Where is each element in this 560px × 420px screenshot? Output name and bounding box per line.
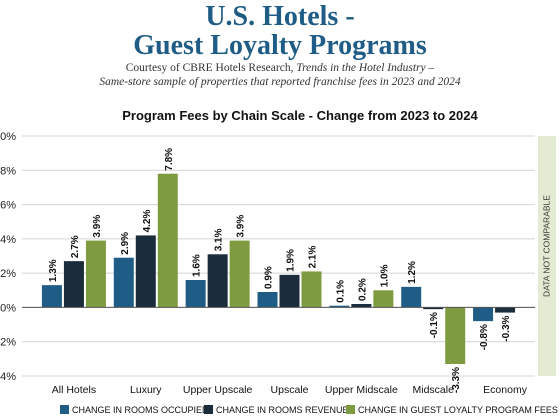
x-tick-label: Upscale xyxy=(271,384,309,396)
not-comparable-band: DATA NOT COMPARABLE xyxy=(538,136,556,376)
data-label: 3.1% xyxy=(214,228,225,251)
x-tick-label: Midscale xyxy=(412,384,454,396)
y-tick-label: 6% xyxy=(0,200,16,212)
page-title-line-1: U.S. Hotels - xyxy=(205,1,355,32)
x-tick-label: Upper Midscale xyxy=(325,384,398,396)
bar-all-hotels-s3 xyxy=(85,240,106,308)
y-tick-label: 4% xyxy=(0,234,16,246)
legend-swatch xyxy=(204,405,213,414)
data-label: 7.8% xyxy=(164,148,175,171)
bars: 1.3% 2.7% 3.9% 2.9% 4.2% 7.8% 1.6% 3.1% 3.9% 0.9%… xyxy=(41,148,516,393)
data-label: -3.3% xyxy=(451,367,462,393)
data-label: 0.9% xyxy=(264,266,275,289)
x-tick-label: Upper Upscale xyxy=(183,384,253,396)
data-label: 1.0% xyxy=(379,264,390,287)
bar-economy-s2 xyxy=(495,307,516,313)
bar-upper-upscale-s1 xyxy=(185,280,206,308)
legend-label: CHANGE IN ROOMS REVENUE xyxy=(216,405,349,415)
y-tick-label: -4% xyxy=(0,371,16,383)
credit-subtitle: Same-store sample of properties that rep… xyxy=(99,76,461,88)
data-label: -0.8% xyxy=(479,324,490,350)
data-label: 1.9% xyxy=(286,249,297,272)
y-tick-label: 2% xyxy=(0,268,16,280)
bar-luxury-s2 xyxy=(135,235,156,308)
bar-midscale-s3 xyxy=(445,307,466,364)
bar-upper-upscale-s2 xyxy=(207,254,228,308)
credit-suffix: – xyxy=(425,62,435,74)
y-tick-label: 0% xyxy=(0,302,16,314)
bar-upper-midscale-s1 xyxy=(329,305,350,308)
data-label: 1.3% xyxy=(48,259,59,282)
data-label: -0.3% xyxy=(501,315,512,341)
legend-label: CHANGE IN ROOMS OCCUPIED xyxy=(72,405,209,415)
not-comparable-fill xyxy=(538,136,556,376)
not-comparable-label: DATA NOT COMPARABLE xyxy=(541,195,551,297)
y-tick-label: -2% xyxy=(0,337,16,349)
bar-luxury-s3 xyxy=(157,173,178,308)
data-label: 3.9% xyxy=(92,215,103,238)
data-label: 2.7% xyxy=(70,235,81,258)
data-label: 3.9% xyxy=(236,215,247,238)
legend-label: CHANGE IN GUEST LOYALTY PROGRAM FEES xyxy=(358,405,558,415)
y-tick-label: 8% xyxy=(0,165,16,177)
bar-midscale-s2 xyxy=(423,307,444,310)
legend-swatch xyxy=(346,405,355,414)
bar-all-hotels-s2 xyxy=(63,261,84,308)
legend: CHANGE IN ROOMS OCCUPIED CHANGE IN ROOMS … xyxy=(60,405,558,415)
x-tick-label: All Hotels xyxy=(52,384,96,396)
bar-luxury-s1 xyxy=(113,257,134,308)
data-label: -0.1% xyxy=(429,312,440,338)
data-label: 2.1% xyxy=(308,246,319,269)
bar-upscale-s3 xyxy=(301,271,322,308)
data-label: 1.6% xyxy=(192,254,203,277)
bar-upper-midscale-s2 xyxy=(351,304,372,308)
chart-title: Program Fees by Chain Scale - Change fro… xyxy=(122,108,478,123)
bar-upper-midscale-s3 xyxy=(373,290,394,308)
bar-upper-upscale-s3 xyxy=(229,240,250,308)
page-title-line-2: Guest Loyalty Programs xyxy=(133,30,427,61)
data-label: 1.2% xyxy=(407,261,418,284)
data-label: 0.1% xyxy=(335,280,346,303)
bar-upscale-s1 xyxy=(257,292,278,308)
bar-economy-s1 xyxy=(473,307,494,322)
data-label: 2.9% xyxy=(120,232,131,255)
y-tick-label: 10% xyxy=(0,131,16,143)
axis: -4% -2% 0% 2% 4% 6% 8% 10% All Hotels Luxury Upper… xyxy=(0,131,535,396)
bar-all-hotels-s1 xyxy=(41,285,62,308)
bar-midscale-s1 xyxy=(401,286,422,308)
legend-swatch xyxy=(60,405,69,414)
bar-upscale-s2 xyxy=(279,274,300,308)
x-tick-label: Luxury xyxy=(130,384,162,396)
credit-prefix: Courtesy of CBRE Hotels Research, xyxy=(125,62,297,74)
data-label: 0.2% xyxy=(357,278,368,301)
data-label: 4.2% xyxy=(142,210,153,233)
credit-source: Trends in the Hotel Industry xyxy=(296,62,426,74)
x-tick-label: Economy xyxy=(483,384,528,396)
credit-line: Courtesy of CBRE Hotels Research, Trends… xyxy=(0,62,560,74)
